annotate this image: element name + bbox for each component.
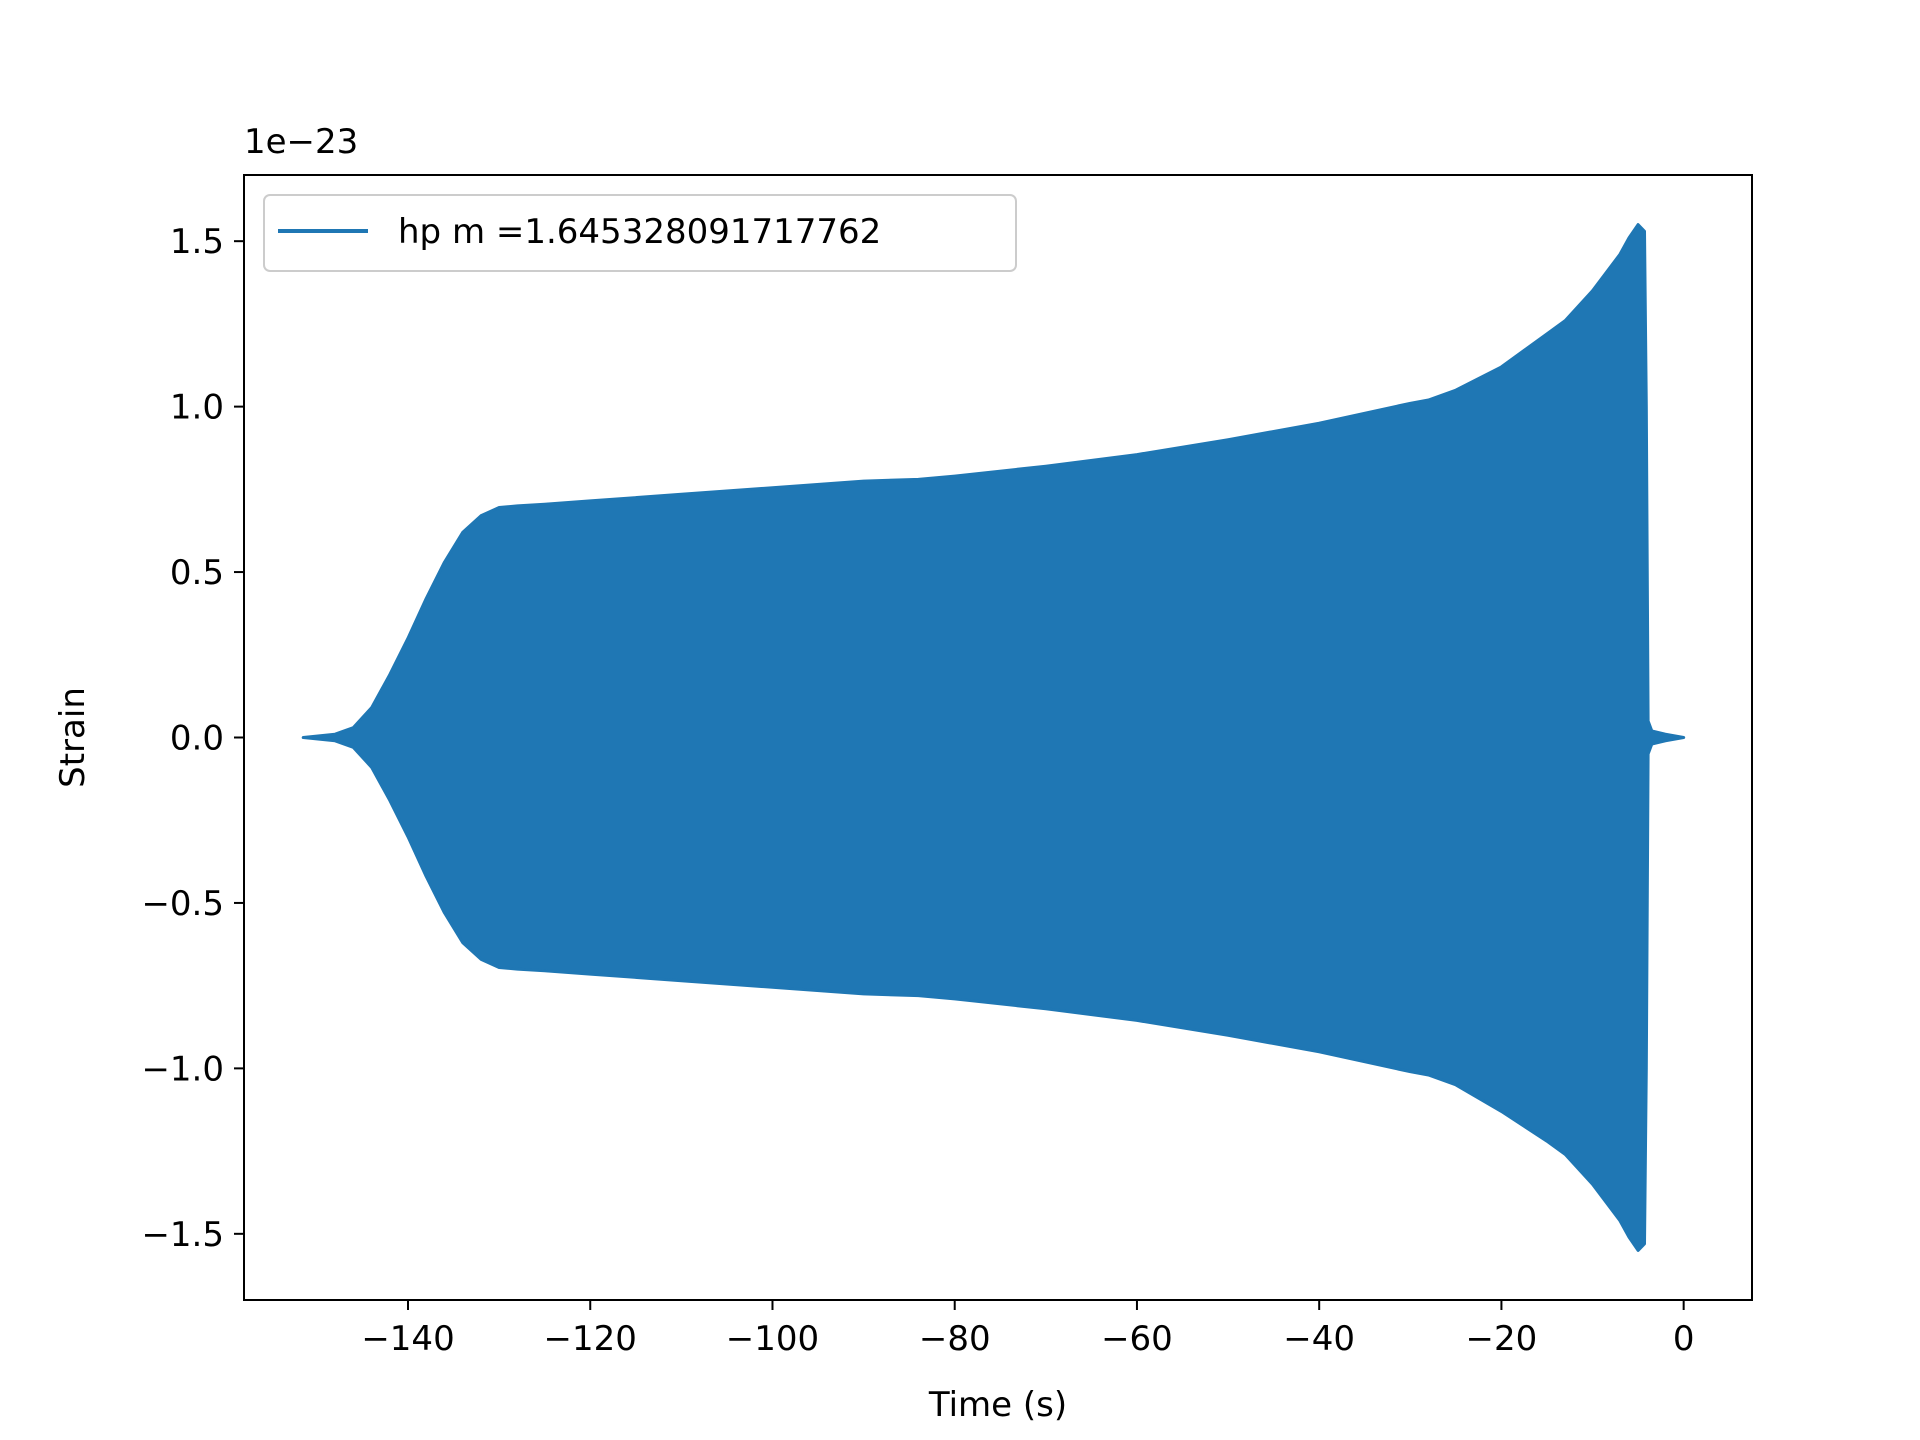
y-axis-title: Strain — [53, 687, 93, 788]
y-tick-label: 0.0 — [170, 719, 224, 759]
series-hp-waveform — [301, 223, 1686, 1252]
x-tick-label: −100 — [726, 1319, 819, 1359]
x-tick-label: 0 — [1673, 1319, 1695, 1359]
y-tick-label: 1.0 — [170, 388, 224, 428]
x-axis: −140 −120 −100 −80 −60 −40 −20 0 — [361, 1300, 1694, 1359]
legend-box — [263, 194, 1017, 272]
x-tick-label: −140 — [361, 1319, 454, 1359]
y-tick-label: 1.5 — [170, 222, 224, 262]
x-tick-label: −120 — [544, 1319, 637, 1359]
plot-area — [301, 223, 1686, 1252]
y-offset-label: 1e−23 — [244, 122, 358, 162]
y-tick-label: 0.5 — [170, 553, 224, 593]
x-tick-label: −40 — [1283, 1319, 1355, 1359]
x-tick-label: −20 — [1466, 1319, 1538, 1359]
y-tick-label: −1.0 — [141, 1049, 224, 1089]
x-axis-title: Time (s) — [928, 1385, 1067, 1425]
y-tick-label: −0.5 — [141, 884, 224, 924]
legend-label: hp m =1.645328091717762 — [398, 212, 881, 252]
y-axis: −1.5 −1.0 −0.5 0.0 0.5 1.0 1.5 — [141, 222, 244, 1255]
legend: hp m =1.645328091717762 — [263, 194, 1017, 272]
y-tick-label: −1.5 — [141, 1215, 224, 1255]
x-tick-label: −60 — [1101, 1319, 1173, 1359]
x-tick-label: −80 — [919, 1319, 991, 1359]
